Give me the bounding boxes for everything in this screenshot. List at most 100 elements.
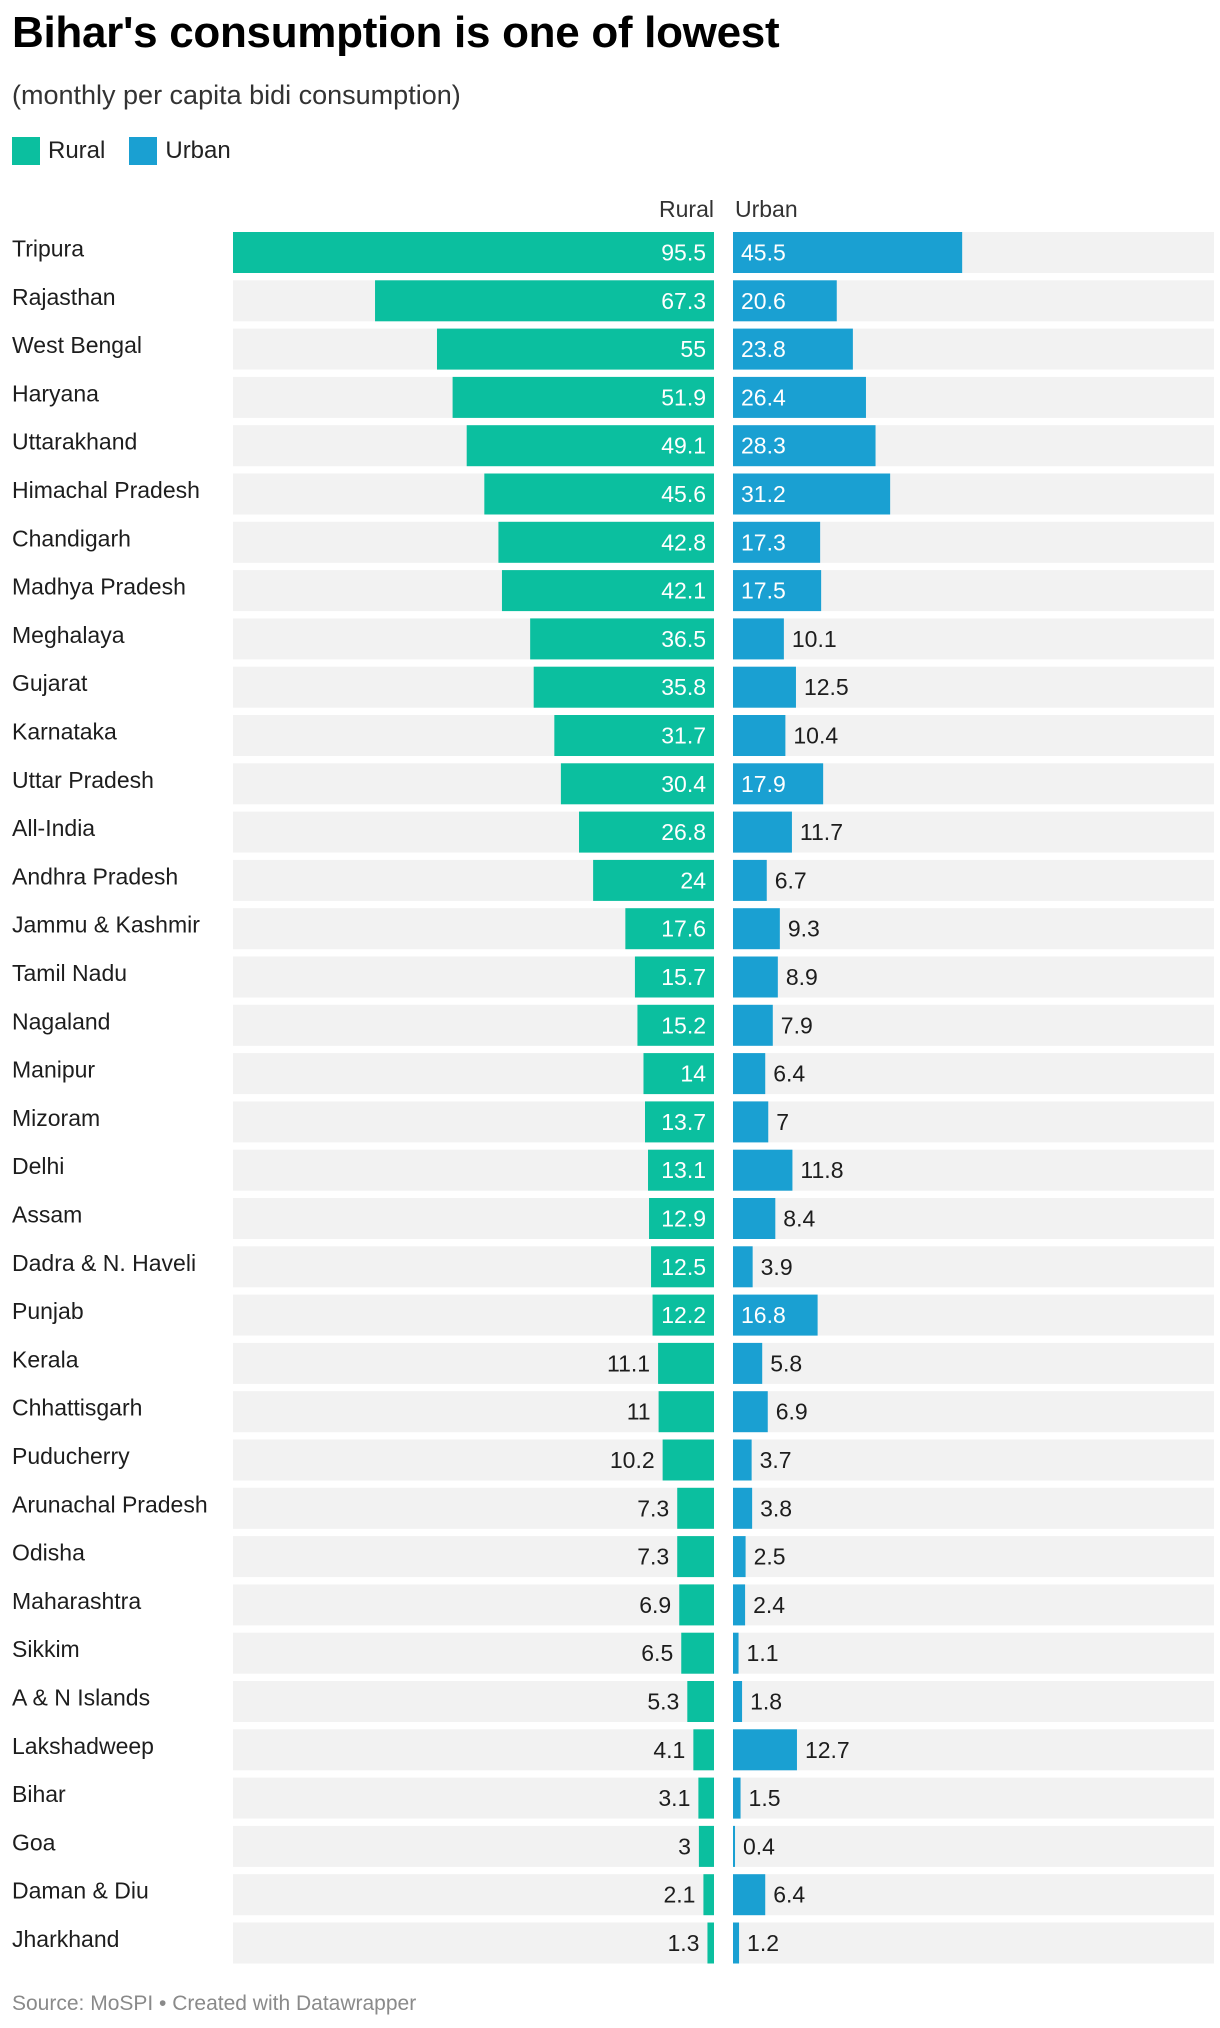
- table-row: Mizoram 13.7 7: [12, 1101, 1214, 1143]
- table-row: Manipur 14 6.4: [12, 1053, 1214, 1095]
- urban-value-label: 5.8: [770, 1350, 802, 1376]
- table-row: West Bengal 55 23.8: [12, 328, 1214, 370]
- rural-track: [233, 956, 714, 998]
- rural-bar: [452, 376, 714, 418]
- urban-bar: [733, 1004, 773, 1046]
- rural-track: [233, 1198, 714, 1239]
- row-label: Assam: [12, 1202, 82, 1228]
- rural-bar: [679, 1584, 714, 1626]
- urban-bar: [733, 1681, 743, 1722]
- urban-value-label: 1.1: [747, 1640, 779, 1666]
- rural-track: [233, 1536, 714, 1578]
- row-label: Chandigarh: [12, 525, 131, 551]
- rural-value-label: 45.6: [661, 481, 706, 507]
- rural-value-label: 51.9: [661, 384, 706, 410]
- rural-value-label: 49.1: [661, 433, 706, 459]
- urban-track: [733, 956, 1214, 998]
- legend: Rural Urban: [12, 137, 255, 165]
- table-row: Jammu & Kashmir 17.6 9.3: [12, 908, 1214, 950]
- row-label: All-India: [12, 815, 95, 841]
- rural-bar: [579, 811, 714, 853]
- row-label: Andhra Pradesh: [12, 863, 178, 889]
- urban-bar: [733, 376, 866, 418]
- table-row: Meghalaya 36.5 10.1: [12, 618, 1214, 660]
- legend-swatch-urban: [129, 137, 158, 165]
- rural-value-label: 12.9: [661, 1206, 706, 1232]
- urban-value-label: 10.1: [792, 626, 837, 652]
- urban-value-label: 7.9: [781, 1012, 813, 1038]
- rural-bar: [703, 1874, 714, 1916]
- urban-value-label: 2.4: [753, 1592, 785, 1618]
- rural-value-label: 42.8: [661, 529, 706, 555]
- urban-value-label: 20.6: [741, 288, 786, 314]
- rural-track: [233, 1053, 714, 1095]
- urban-value-label: 8.4: [783, 1206, 815, 1232]
- rural-value-label: 26.8: [661, 819, 706, 845]
- table-row: Odisha 7.3 2.5: [12, 1536, 1214, 1578]
- row-label: Chhattisgarh: [12, 1395, 142, 1421]
- table-row: Arunachal Pradesh 7.3 3.8: [12, 1487, 1214, 1529]
- urban-value-label: 45.5: [741, 240, 786, 266]
- rural-track: [233, 1584, 714, 1626]
- rural-bar: [677, 1536, 714, 1578]
- rural-value-label: 15.7: [661, 964, 706, 990]
- row-label: Punjab: [12, 1298, 84, 1324]
- rural-value-label: 31.7: [661, 723, 706, 749]
- rural-bar: [530, 618, 714, 660]
- urban-value-label: 12.5: [804, 674, 849, 700]
- rural-track: [233, 1101, 714, 1143]
- urban-track: [733, 1053, 1214, 1095]
- rural-value-label: 7.3: [637, 1544, 669, 1570]
- chart-subtitle: (monthly per capita bidi consumption): [12, 80, 461, 110]
- urban-bar: [733, 811, 792, 853]
- rural-value-label: 24: [680, 867, 706, 893]
- urban-track: [733, 715, 1214, 756]
- row-label: Haryana: [12, 380, 99, 406]
- row-label: Tripura: [12, 236, 84, 262]
- row-label: Karnataka: [12, 719, 117, 745]
- table-row: All-India 26.8 11.7: [12, 811, 1214, 853]
- urban-track: [733, 1729, 1214, 1771]
- rural-track: [233, 1681, 714, 1722]
- urban-value-label: 6.4: [773, 1061, 805, 1087]
- urban-bar: [733, 618, 784, 660]
- legend-item-urban: Urban: [129, 137, 231, 165]
- rural-value-label: 6.9: [639, 1592, 671, 1618]
- rural-bar: [652, 1294, 714, 1336]
- urban-value-label: 1.2: [747, 1930, 779, 1956]
- row-label: Gujarat: [12, 670, 88, 696]
- rural-track: [233, 1777, 714, 1819]
- rural-bar: [501, 570, 714, 612]
- rural-track: [233, 1391, 714, 1433]
- urban-bar: [733, 1198, 776, 1239]
- rural-value-label: 2.1: [663, 1882, 695, 1908]
- urban-bar: [733, 1922, 740, 1964]
- urban-value-label: 6.9: [776, 1399, 808, 1425]
- table-row: Chhattisgarh 11 6.9: [12, 1391, 1214, 1433]
- table-row: Himachal Pradesh 45.6 31.2: [12, 473, 1214, 515]
- rural-value-label: 11: [627, 1399, 651, 1425]
- rural-value-label: 3: [678, 1833, 691, 1859]
- rural-bar: [687, 1681, 714, 1722]
- table-row: Tripura 95.5 45.5: [12, 232, 1214, 273]
- table-row: Nagaland 15.2 7.9: [12, 1004, 1214, 1046]
- row-label: Himachal Pradesh: [12, 477, 200, 503]
- column-header-rural: Rural: [659, 196, 714, 222]
- rural-track: [233, 1632, 714, 1674]
- row-label: Arunachal Pradesh: [12, 1491, 208, 1517]
- rural-value-label: 14: [680, 1061, 706, 1087]
- table-row: Chandigarh 42.8 17.3: [12, 521, 1214, 563]
- table-row: Bihar 3.1 1.5: [12, 1777, 1214, 1819]
- rural-bar: [533, 666, 714, 708]
- urban-bar: [733, 1874, 766, 1916]
- rural-bar: [707, 1922, 714, 1964]
- urban-value-label: 11.7: [800, 819, 843, 845]
- row-label: Lakshadweep: [12, 1733, 154, 1759]
- urban-bar: [733, 1053, 766, 1095]
- rural-track: [233, 1874, 714, 1916]
- urban-value-label: 11.8: [800, 1157, 843, 1183]
- rural-value-label: 67.3: [661, 288, 706, 314]
- rural-bar: [677, 1487, 714, 1529]
- row-label: Manipur: [12, 1057, 95, 1083]
